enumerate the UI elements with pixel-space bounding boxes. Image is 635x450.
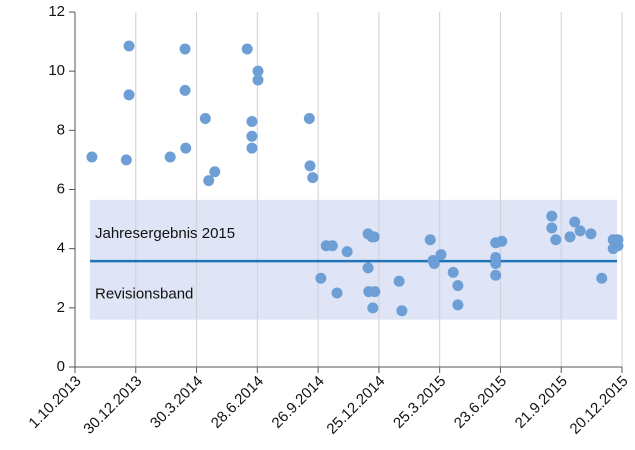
y-tick-label: 0 bbox=[57, 358, 65, 375]
point bbox=[362, 262, 374, 274]
point bbox=[123, 89, 135, 101]
point bbox=[585, 228, 597, 240]
x-tick-label: 25.12.2014 bbox=[323, 373, 388, 438]
y-tick-label: 2 bbox=[57, 299, 65, 316]
point bbox=[120, 154, 132, 166]
point bbox=[393, 275, 405, 287]
point bbox=[179, 84, 191, 96]
point bbox=[369, 286, 381, 298]
x-tick-label: 26.9.2014 bbox=[269, 373, 328, 432]
band bbox=[90, 199, 617, 320]
point bbox=[315, 272, 327, 284]
point bbox=[86, 151, 98, 163]
point bbox=[368, 231, 380, 243]
point bbox=[435, 249, 447, 261]
point bbox=[341, 246, 353, 258]
x-tick-label: 25.3.2015 bbox=[390, 373, 449, 432]
point bbox=[596, 272, 608, 284]
point bbox=[452, 299, 464, 311]
point bbox=[326, 240, 338, 252]
point bbox=[199, 113, 211, 124]
point bbox=[164, 151, 176, 163]
point bbox=[496, 235, 508, 247]
x-tick-label: 20.12.2015 bbox=[567, 373, 632, 438]
x-tick-label: 28.6.2014 bbox=[208, 373, 267, 432]
point bbox=[564, 231, 576, 243]
point bbox=[304, 160, 316, 172]
point bbox=[179, 43, 191, 55]
y-tick-label: 10 bbox=[48, 62, 65, 79]
y-tick-label: 4 bbox=[57, 240, 65, 257]
point bbox=[180, 142, 192, 154]
point bbox=[569, 216, 581, 228]
x-tick-label: 30.3.2014 bbox=[147, 373, 206, 432]
x-tick-label: 30.12.2013 bbox=[80, 373, 145, 438]
y-tick-label: 6 bbox=[57, 180, 65, 197]
point bbox=[550, 234, 562, 246]
point bbox=[574, 225, 586, 237]
point bbox=[428, 257, 440, 269]
point bbox=[490, 269, 502, 281]
point bbox=[447, 266, 459, 278]
point bbox=[331, 287, 343, 299]
x-tick-label: 23.6.2015 bbox=[451, 373, 510, 432]
band-label: Revisionsband bbox=[95, 286, 193, 303]
point bbox=[367, 302, 379, 314]
point bbox=[396, 305, 408, 317]
point bbox=[424, 234, 436, 246]
point bbox=[252, 74, 264, 86]
point bbox=[246, 142, 258, 154]
x-tick-label: 21.9.2015 bbox=[512, 373, 571, 432]
x-tick-label: 1.10.2013 bbox=[25, 373, 84, 432]
point bbox=[452, 280, 464, 292]
point bbox=[546, 210, 558, 222]
point bbox=[546, 222, 558, 234]
point bbox=[241, 43, 253, 55]
point bbox=[246, 115, 258, 127]
point bbox=[612, 240, 624, 252]
point bbox=[303, 113, 315, 124]
point bbox=[209, 166, 221, 178]
point bbox=[490, 257, 502, 269]
point bbox=[203, 175, 215, 187]
y-tick-label: 12 bbox=[48, 3, 65, 20]
reference-label: Jahresergebnis 2015 bbox=[95, 225, 235, 242]
point bbox=[252, 65, 264, 77]
y-tick-label: 8 bbox=[57, 121, 65, 138]
point bbox=[307, 172, 319, 184]
point bbox=[246, 130, 258, 142]
point bbox=[123, 40, 135, 52]
